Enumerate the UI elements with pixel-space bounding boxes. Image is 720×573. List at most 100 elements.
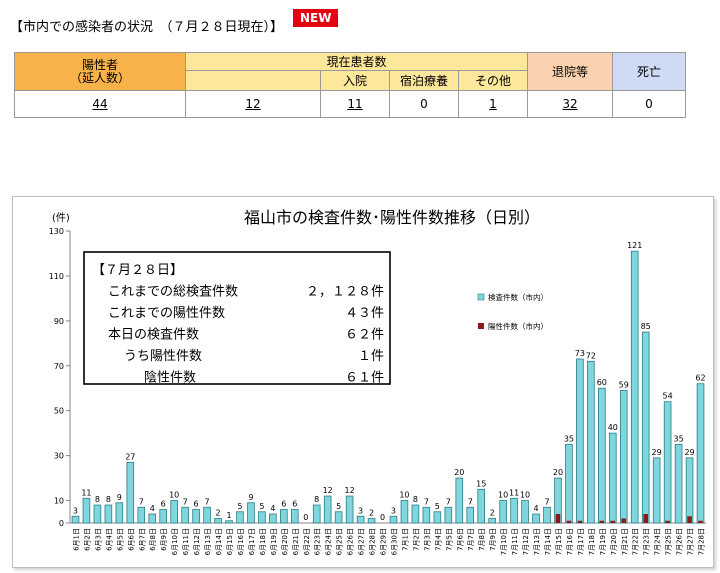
x-tick-label: 6月24日 (325, 528, 333, 555)
x-tick-label: 6月17日 (248, 528, 256, 555)
y-tick-label: 10 (54, 497, 64, 506)
bar-test-count (444, 506, 453, 524)
data-label: 0 (303, 513, 308, 522)
bar-positive-count (687, 516, 692, 523)
data-label: 10 (169, 491, 179, 500)
y-tick-label: 110 (49, 272, 64, 281)
x-tick-label: 6月30日 (390, 528, 398, 555)
positive-value[interactable]: 44 (92, 97, 108, 111)
bar-test-count (115, 502, 124, 524)
bar-positive-count (698, 520, 703, 523)
data-label: 4 (533, 504, 538, 513)
bar-test-count (236, 511, 244, 524)
bar-positive-count (621, 518, 627, 523)
data-label: 9 (117, 493, 122, 502)
x-tick-label: 6月20日 (281, 528, 289, 555)
bar-test-count (137, 506, 146, 524)
legend-label-positive: 陽性件数（市内） (488, 321, 548, 331)
data-label: 3 (73, 506, 78, 515)
bar-positive-count (577, 520, 583, 523)
data-label: 5 (259, 502, 264, 511)
bar-test-count (214, 518, 222, 524)
x-tick-label: 7月26日 (676, 528, 684, 555)
data-label: 7 (183, 497, 188, 506)
y-tick-label: 30 (54, 452, 64, 461)
data-label: 54 (663, 392, 673, 401)
data-label: 5 (435, 502, 440, 511)
bar-test-count (565, 443, 573, 524)
x-tick-label: 7月3日 (423, 528, 431, 551)
x-tick-label: 6月9日 (160, 528, 168, 551)
bar-positive-count (665, 520, 670, 523)
y-tick-label: 0 (59, 519, 64, 528)
data-label: 12 (345, 486, 355, 495)
data-label: 6 (292, 500, 297, 509)
data-label: 2 (215, 509, 220, 518)
bar-test-count (258, 511, 266, 524)
hospital-value[interactable]: 11 (347, 97, 363, 111)
data-label: 59 (619, 380, 629, 389)
x-tick-label: 7月6日 (456, 528, 464, 551)
data-label: 7 (424, 497, 429, 506)
data-label: 35 (673, 434, 683, 443)
bar-test-count (367, 518, 376, 524)
bar-test-count (159, 509, 168, 524)
bar-test-count (126, 461, 135, 524)
summary-value: ４３件 (345, 306, 384, 321)
data-label: 10 (498, 491, 508, 500)
x-tick-label: 7月1日 (401, 528, 409, 551)
data-label: 8 (314, 495, 319, 504)
lodging-value: 0 (420, 97, 428, 111)
data-label: 40 (608, 423, 618, 432)
x-tick-label: 6月13日 (204, 528, 212, 555)
x-tick-label: 6月16日 (237, 528, 245, 555)
x-tick-label: 7月12日 (522, 528, 530, 555)
y-tick-label: 130 (49, 227, 64, 236)
summary-label: うち陽性件数 (124, 349, 202, 364)
bar-test-count (71, 515, 80, 524)
data-label: 5 (237, 502, 242, 511)
data-label: 2 (490, 509, 495, 518)
bar-positive-count (610, 520, 616, 523)
bar-test-count (598, 387, 606, 524)
summary-label: 本日の検査件数 (108, 328, 199, 343)
bar-test-count (587, 360, 595, 524)
chart-frame (12, 196, 714, 568)
x-tick-label: 7月19日 (599, 528, 607, 555)
bar-test-count (356, 515, 365, 524)
bar-test-count (225, 520, 233, 524)
discharged-value[interactable]: 32 (562, 97, 578, 111)
x-tick-label: 6月22日 (303, 528, 311, 555)
bar-test-count (400, 500, 409, 524)
data-label: 6 (194, 500, 199, 509)
bar-test-count (422, 506, 431, 524)
data-label: 4 (270, 504, 275, 513)
data-label: 29 (684, 448, 694, 457)
y-tick-label: 90 (54, 317, 64, 326)
data-label: 10 (399, 491, 409, 500)
data-label: 8 (95, 495, 100, 504)
data-label: 5 (336, 502, 341, 511)
data-label: 7 (544, 497, 549, 506)
current-value[interactable]: 12 (245, 97, 261, 111)
bar-test-count (630, 250, 639, 524)
data-label: 6 (161, 500, 166, 509)
bar-test-count (148, 513, 157, 524)
bar-test-count (280, 509, 288, 524)
death-header: 死亡 (612, 52, 686, 91)
bar-test-count (477, 488, 486, 524)
bar-test-count (192, 509, 200, 524)
bar-test-count (532, 513, 540, 524)
x-tick-label: 7月10日 (500, 528, 508, 555)
summary-value: ６１件 (345, 371, 384, 386)
bar-test-count (641, 331, 650, 524)
legend-label-test: 検査件数（市内） (488, 292, 548, 302)
other-value[interactable]: 1 (489, 97, 497, 111)
x-tick-label: 7月5日 (445, 528, 453, 551)
x-tick-label: 7月16日 (566, 528, 574, 555)
x-tick-label: 6月10日 (171, 528, 179, 555)
data-label: 73 (575, 349, 585, 358)
x-tick-label: 6月5日 (116, 528, 124, 551)
data-label: 121 (627, 241, 642, 250)
data-label: 9 (248, 493, 253, 502)
